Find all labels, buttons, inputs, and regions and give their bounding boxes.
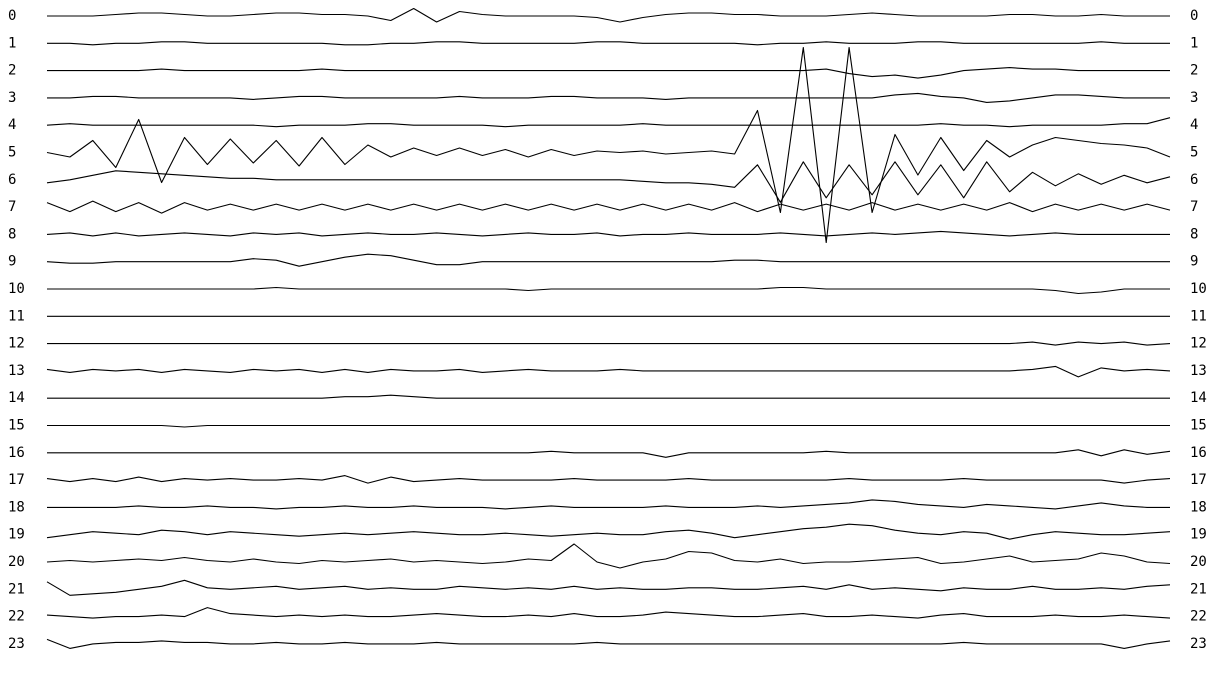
channel-label-left: 14: [8, 390, 25, 406]
trace: [46, 607, 1171, 619]
channel-label-right: 15: [1190, 418, 1207, 434]
trace: [47, 499, 1170, 510]
channel-label-right: 6: [1190, 172, 1198, 188]
trace: [46, 161, 1171, 203]
channel-label-left: 1: [8, 35, 16, 51]
trace: [46, 475, 1171, 484]
trace: [47, 92, 1170, 103]
trace: [46, 46, 1171, 244]
trace: [47, 449, 1171, 458]
channel-label-left: 22: [8, 609, 25, 625]
channel-label-left: 11: [8, 308, 25, 324]
trace: [46, 543, 1171, 569]
channel-label-left: 0: [8, 8, 16, 24]
channel-label-right: 5: [1190, 145, 1198, 161]
trace: [46, 638, 1171, 649]
channel-label-left: 4: [8, 117, 16, 133]
channel-label-right: 18: [1190, 499, 1207, 515]
channel-label-right: 7: [1190, 199, 1198, 215]
channel-label-right: 17: [1190, 472, 1207, 488]
channel-label-right: 23: [1190, 636, 1207, 652]
channel-label-left: 21: [8, 581, 25, 597]
channel-label-right: 13: [1190, 363, 1207, 379]
trace: [46, 117, 1171, 128]
trace: [47, 41, 1170, 46]
channel-label-left: 12: [8, 336, 25, 352]
channel-label-left: 17: [8, 472, 25, 488]
channel-label-right: 16: [1190, 445, 1207, 461]
trace: [47, 7, 1170, 23]
channel-label-right: 19: [1190, 527, 1207, 543]
trace: [47, 341, 1171, 346]
channel-label-right: 8: [1190, 226, 1198, 242]
trace: [46, 579, 1171, 596]
trace: [46, 230, 1170, 237]
channel-label-left: 10: [8, 281, 25, 297]
channel-label-right: 11: [1190, 308, 1207, 324]
channel-label-right: 21: [1190, 581, 1207, 597]
channel-label-left: 13: [8, 363, 25, 379]
channel-label-left: 7: [8, 199, 16, 215]
trace: [47, 424, 1170, 428]
channel-label-right: 10: [1190, 281, 1207, 297]
channel-label-left: 18: [8, 499, 25, 515]
channel-label-left: 2: [8, 63, 16, 79]
trace: [46, 365, 1171, 378]
channel-label-right: 14: [1190, 390, 1207, 406]
channel-label-right: 2: [1190, 63, 1198, 79]
trace: [47, 394, 1170, 399]
channel-label-left: 15: [8, 418, 25, 434]
channel-label-right: 20: [1190, 554, 1207, 570]
trace: [46, 200, 1171, 214]
channel-label-right: 9: [1190, 254, 1198, 270]
channel-label-right: 0: [1190, 8, 1198, 24]
trace: [47, 67, 1170, 79]
channel-label-left: 9: [8, 254, 16, 270]
channel-label-left: 8: [8, 226, 16, 242]
channel-label-left: 19: [8, 527, 25, 543]
channel-label-left: 20: [8, 554, 25, 570]
channel-label-left: 23: [8, 636, 25, 652]
channel-label-right: 22: [1190, 609, 1207, 625]
channel-label-left: 16: [8, 445, 25, 461]
channel-label-right: 12: [1190, 336, 1207, 352]
channel-label-right: 3: [1190, 90, 1198, 106]
channel-label-left: 5: [8, 145, 16, 161]
channel-label-left: 6: [8, 172, 16, 188]
channel-label-right: 4: [1190, 117, 1198, 133]
trace: [46, 253, 1170, 267]
trace: [46, 523, 1171, 540]
trace: [47, 286, 1170, 295]
channel-label-left: 3: [8, 90, 16, 106]
channel-label-right: 1: [1190, 35, 1198, 51]
